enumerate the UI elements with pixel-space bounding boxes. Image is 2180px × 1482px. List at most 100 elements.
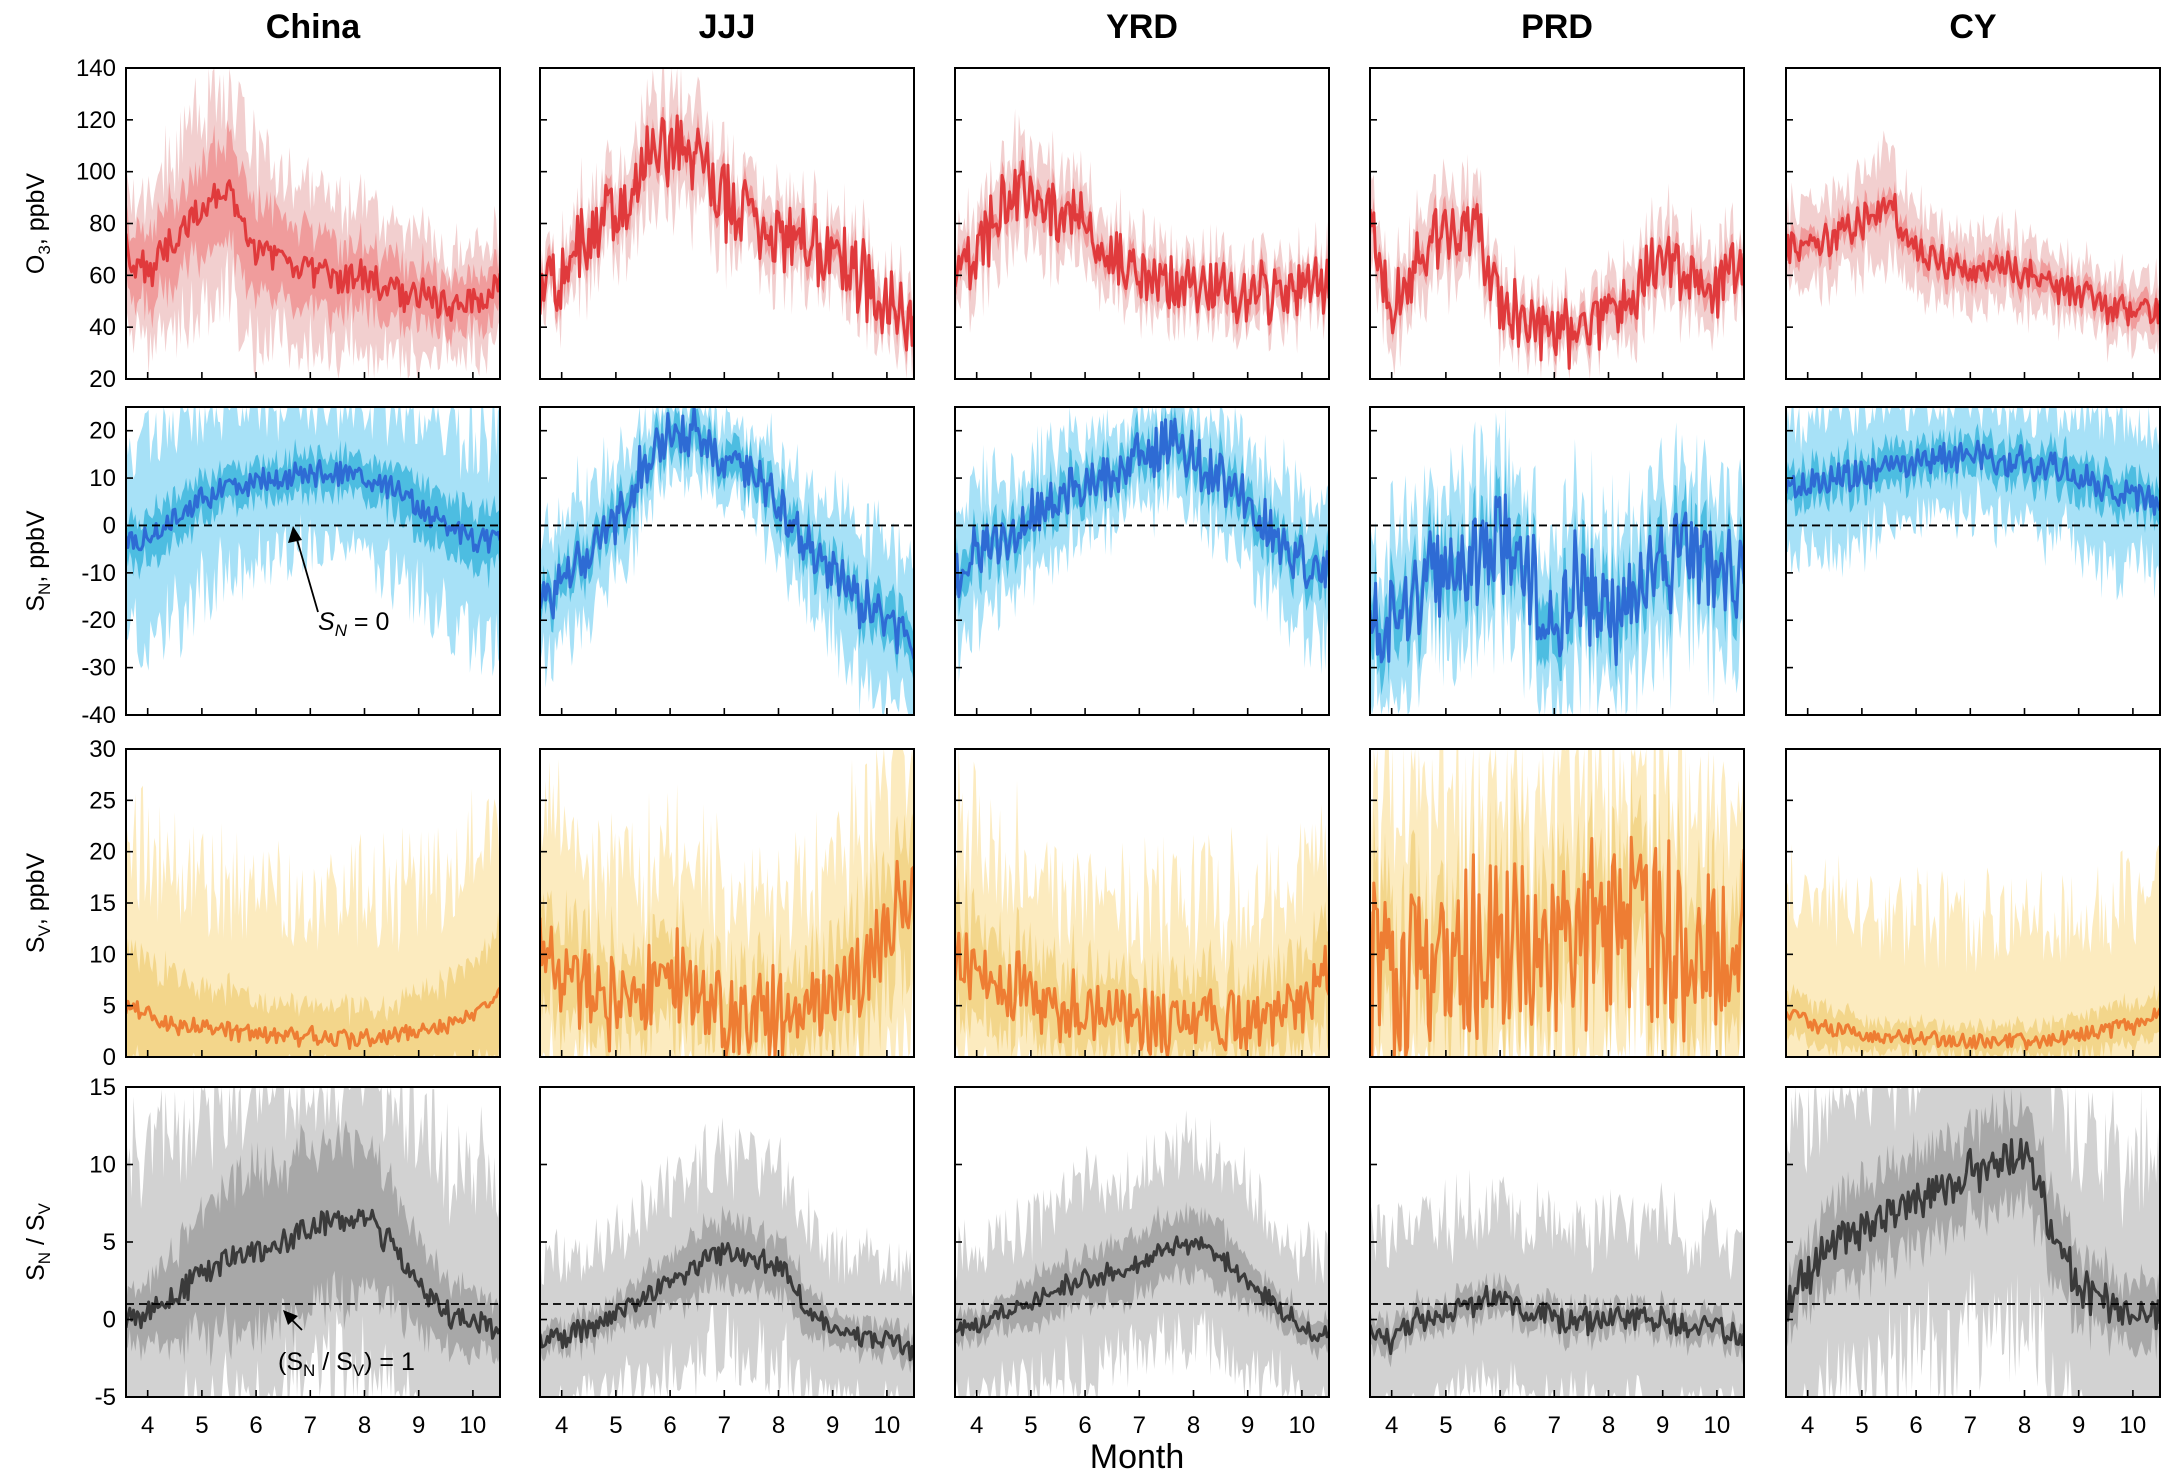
panel-sn-jjj: [539, 406, 915, 716]
series-line-ratio-prd: [1370, 1284, 1744, 1356]
row-4-y-axis-label: SN / SV: [22, 1202, 54, 1280]
column-title-china: China: [266, 8, 362, 46]
y-tick-label: 140: [76, 55, 116, 82]
x-tick-label: 9: [1241, 1412, 1254, 1439]
x-tick-label: 8: [772, 1412, 785, 1439]
x-tick-label: 4: [555, 1412, 568, 1439]
series-line-sn-cy: [1786, 439, 2160, 516]
series-line-sv-prd: [1370, 835, 1744, 1057]
y-tick-label: -30: [81, 655, 116, 682]
x-tick-label: 8: [358, 1412, 371, 1439]
series-line-ratio-cy: [1786, 1137, 2160, 1331]
x-tick-label: 7: [1133, 1412, 1146, 1439]
panel-sn-yrd: [954, 406, 1330, 716]
band-inner-sv-jjj: [540, 813, 914, 1057]
x-tick-label: 5: [1439, 1412, 1452, 1439]
y-tick-label: 10: [89, 465, 116, 492]
x-tick-label: 7: [1964, 1412, 1977, 1439]
x-tick-label: 9: [412, 1412, 425, 1439]
y-tick-label: 20: [89, 366, 116, 393]
x-tick-label: 10: [1289, 1412, 1316, 1439]
x-tick-label: 10: [460, 1412, 487, 1439]
series-line-ratio-yrd: [955, 1235, 1329, 1343]
panel-ratio-prd: 4 5 6 7 8 9 10: [1369, 1086, 1745, 1439]
y-tick-label: 60: [89, 262, 116, 289]
panel-frame: [954, 406, 1330, 716]
panel-frame: [1785, 406, 2161, 716]
band-inner-sv-china: [126, 912, 500, 1057]
y-tick-label: 0: [103, 1307, 116, 1334]
x-tick-label: 6: [1078, 1412, 1091, 1439]
series-line-sn-yrd: [955, 417, 1329, 599]
x-tick-label: 7: [304, 1412, 317, 1439]
ratio-one-arrowhead: [283, 1310, 298, 1325]
x-tick-label: 5: [609, 1412, 622, 1439]
series-line-o3-prd: [1370, 203, 1744, 370]
series-line-sn-prd: [1370, 493, 1744, 667]
series-line-ratio-jjj: [540, 1242, 914, 1362]
y-tick-label: 40: [89, 314, 116, 341]
band-inner-ratio-yrd: [955, 1201, 1329, 1361]
y-tick-label: 15: [89, 890, 116, 917]
x-tick-label: 9: [1656, 1412, 1669, 1439]
panel-ratio-yrd: 4 5 6 7 8 9 10: [954, 1086, 1330, 1439]
x-tick-label: 4: [1385, 1412, 1398, 1439]
band-inner-sv-yrd: [955, 868, 1329, 1057]
band-inner-ratio-cy: [1786, 1088, 2160, 1360]
band-inner-sn-prd: [1370, 458, 1744, 696]
x-tick-label: 4: [1801, 1412, 1814, 1439]
row-2-y-axis-label: SN, ppbV: [22, 510, 54, 612]
y-tick-label: 20: [89, 418, 116, 445]
x-tick-label: 9: [2072, 1412, 2085, 1439]
sn-zero-arrow: [295, 535, 319, 613]
panel-ratio-jjj: 4 5 6 7 8 9 10: [539, 1086, 915, 1439]
column-title-cy: CY: [1949, 8, 1997, 46]
x-tick-label: 9: [826, 1412, 839, 1439]
row-labels: O3, ppbV SN, ppbV SV, ppbV SN / SV: [22, 173, 54, 1281]
panels: 20406080100120140-40-30-20-1001020051015…: [76, 55, 2161, 1439]
x-tick-label: 5: [1024, 1412, 1037, 1439]
series-line-sv-cy: [1786, 1007, 2160, 1051]
y-tick-label: 25: [89, 787, 116, 814]
x-tick-label: 10: [874, 1412, 901, 1439]
column-title-yrd: YRD: [1106, 8, 1178, 46]
x-tick-label: 7: [718, 1412, 731, 1439]
band-outer-sv-cy: [1786, 843, 2160, 1057]
band-outer-o3-yrd: [955, 108, 1329, 354]
band-inner-ratio-jjj: [540, 1205, 914, 1376]
x-tick-label: 4: [141, 1412, 154, 1439]
band-inner-ratio-china: [126, 1120, 500, 1367]
series-line-ratio-china: [126, 1208, 500, 1340]
row-1-y-axis-label: O3, ppbV: [22, 173, 54, 275]
panel-o3-cy: [1785, 67, 2161, 380]
panel-ratio-china: -5 0 5 10 15 4 5 6 7 8 9 10: [89, 1074, 501, 1439]
x-tick-label: 6: [249, 1412, 262, 1439]
y-tick-label: 0: [103, 512, 116, 539]
series-line-sv-yrd: [955, 931, 1329, 1057]
band-outer-o3-cy: [1786, 130, 2160, 363]
y-tick-label: 100: [76, 159, 116, 186]
y-tick-label: 80: [89, 211, 116, 238]
x-tick-label: 6: [1909, 1412, 1922, 1439]
panel-o3-china: 20 40 60 80 100 120 140: [76, 55, 501, 393]
x-tick-label: 10: [1704, 1412, 1731, 1439]
series-line-o3-yrd: [955, 159, 1329, 326]
band-inner-sn-cy: [1786, 423, 2160, 533]
column-titles: China JJJ YRD PRD CY: [266, 8, 1997, 46]
series-line-sn-jjj: [540, 407, 914, 660]
x-tick-label: 6: [663, 1412, 676, 1439]
y-tick-label: 15: [89, 1074, 116, 1101]
panel-o3-yrd: [954, 67, 1330, 380]
band-inner-sn-yrd: [955, 407, 1329, 617]
y-tick-label: 10: [89, 1152, 116, 1179]
panel-sv-yrd: [954, 748, 1330, 1058]
panel-sn-prd: [1369, 406, 1745, 716]
panel-frame: [1369, 406, 1745, 716]
sn-zero-annotation: SN = 0: [318, 608, 389, 640]
column-title-jjj: JJJ: [699, 8, 756, 46]
x-axis-label: Month: [1090, 1438, 1185, 1476]
panel-ratio-cy: 4 5 6 7 8 9 10: [1785, 1086, 2161, 1439]
band-outer-ratio-prd: [1370, 1169, 1744, 1397]
x-tick-label: 7: [1548, 1412, 1561, 1439]
